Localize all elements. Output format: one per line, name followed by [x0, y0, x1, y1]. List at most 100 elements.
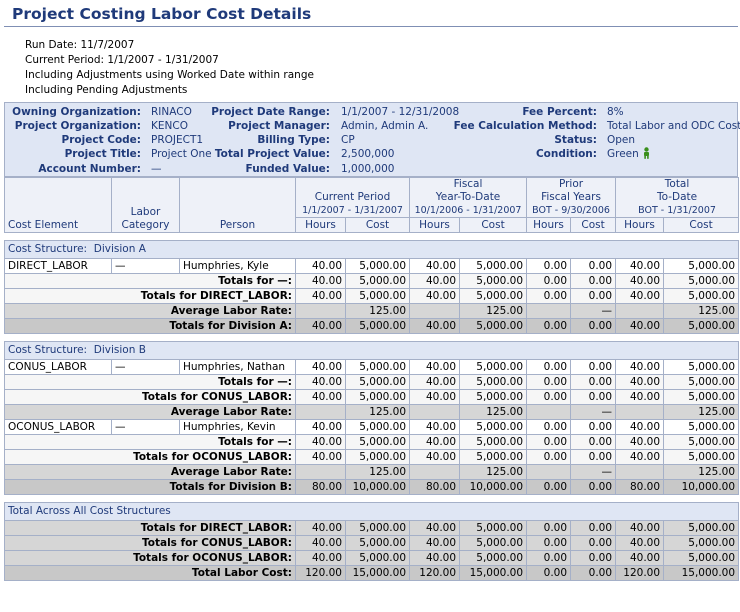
table-cell: 40.00 [409, 389, 461, 405]
fee-percent-label: Fee Percent: [522, 106, 597, 118]
table-cell: 5,000.00 [459, 550, 528, 566]
table-cell: 40.00 [409, 449, 461, 465]
overall-totals-row: Totals for OCONUS_LABOR: 40.00 5,000.00 40.… [4, 550, 740, 566]
table-cell: 125.00 [459, 464, 528, 480]
table-cell: 40.00 [409, 273, 461, 289]
table-cell: 5,000.00 [344, 434, 411, 450]
table-cell: 5,000.00 [663, 434, 740, 450]
table-cell: 40.00 [409, 419, 461, 435]
overall-totals-row: Totals for DIRECT_LABOR: 40.00 5,000.00 40.… [4, 520, 740, 536]
table-cell: 40.00 [295, 359, 346, 375]
col-fiscal-ytd: Fiscal Year-To-Date 10/1/2006 - 1/31/2007 [409, 177, 528, 218]
table-cell: 125.00 [344, 303, 411, 319]
row-label: Average Labor Rate: [4, 303, 296, 319]
fee-method-value: Total Labor and ODC Cost [607, 120, 740, 132]
manager-label: Project Manager: [228, 120, 330, 132]
table-cell: 5,000.00 [344, 288, 411, 304]
col-cost: Cost [344, 217, 411, 233]
table-cell: 40.00 [409, 520, 461, 536]
table-cell: 0.00 [526, 479, 572, 495]
table-cell: 40.00 [615, 449, 665, 465]
table-cell: 5,000.00 [344, 318, 411, 334]
table-cell: 0.00 [570, 273, 617, 289]
table-cell: 5,000.00 [344, 449, 411, 465]
table-body: Cost Structure: Division A DIRECT_LABOR — H… [3, 232, 740, 581]
table-cell: 125.00 [459, 404, 528, 420]
division-totals-row: Totals for Division B: 80.00 10,000.00 80.0… [4, 479, 740, 495]
table-cell: 40.00 [615, 419, 665, 435]
table-cell: 0.00 [526, 535, 572, 551]
condition-label: Condition: [535, 148, 597, 160]
table-cell: 15,000.00 [663, 565, 740, 581]
row-label: Average Labor Rate: [4, 404, 296, 420]
table-cell: 5,000.00 [459, 535, 528, 551]
cost-element: CONUS_LABOR [4, 359, 112, 375]
row-label: Totals for OCONUS_LABOR: [4, 449, 296, 465]
date-range-value: 1/1/2007 - 12/31/2008 [341, 106, 460, 118]
table-cell: 5,000.00 [459, 419, 528, 435]
col-hours: Hours [526, 217, 572, 233]
col-hours: Hours [409, 217, 461, 233]
table-cell: 15,000.00 [459, 565, 528, 581]
col-cost: Cost [663, 217, 740, 233]
table-cell: 5,000.00 [344, 359, 411, 375]
person: Humphries, Kyle [179, 258, 296, 274]
table-cell: 15,000.00 [344, 565, 411, 581]
table-cell: 0.00 [526, 419, 572, 435]
table-cell: 5,000.00 [459, 318, 528, 334]
table-cell [615, 303, 665, 319]
table-cell [615, 464, 665, 480]
col-hours: Hours [295, 217, 346, 233]
table-cell: 40.00 [615, 389, 665, 405]
page-title: Project Costing Labor Cost Details [12, 5, 312, 23]
condition-text: Green [607, 148, 639, 160]
table-cell: 40.00 [295, 419, 346, 435]
billing-type-value: CP [341, 134, 355, 146]
table-cell: 40.00 [615, 288, 665, 304]
table-cell: 40.00 [615, 520, 665, 536]
table-cell: 80.00 [409, 479, 461, 495]
table-cell: 40.00 [615, 374, 665, 390]
table-cell: 5,000.00 [663, 318, 740, 334]
table-cell: 5,000.00 [344, 535, 411, 551]
table-cell [526, 464, 572, 480]
table-row: OCONUS_LABOR — Humphries, Kevin 40.00 5,000.… [4, 419, 740, 435]
table-cell: 0.00 [570, 258, 617, 274]
cost-element: DIRECT_LABOR [4, 258, 112, 274]
table-cell: 125.00 [663, 303, 740, 319]
funded-value-label: Funded Value: [245, 163, 330, 175]
table-cell: 40.00 [615, 258, 665, 274]
table-cell: 5,000.00 [663, 550, 740, 566]
table-cell: 40.00 [615, 535, 665, 551]
section-spacer [4, 232, 739, 241]
division-totals-row: Totals for Division A: 40.00 5,000.00 40.00… [4, 318, 740, 334]
row-label: Totals for DIRECT_LABOR: [4, 520, 296, 536]
row-label: Totals for CONUS_LABOR: [4, 535, 296, 551]
row-label: Totals for —: [4, 273, 296, 289]
col-cost: Cost [570, 217, 617, 233]
table-cell: 0.00 [570, 449, 617, 465]
table-cell: 80.00 [295, 479, 346, 495]
table-cell: 0.00 [570, 389, 617, 405]
table-cell [295, 464, 346, 480]
run-date: Run Date: 11/7/2007 [25, 39, 135, 51]
table-cell: 0.00 [526, 520, 572, 536]
table-cell: 5,000.00 [344, 273, 411, 289]
total-value-label: Total Project Value: [214, 148, 330, 160]
average-rate-row: Average Labor Rate: 125.00 125.00 — 125.00 [4, 464, 740, 480]
table-cell: 0.00 [570, 288, 617, 304]
table-cell: 40.00 [409, 434, 461, 450]
table-cell: 40.00 [295, 374, 346, 390]
table-cell [409, 404, 461, 420]
date-range-label: Project Date Range: [211, 106, 330, 118]
table-cell: 40.00 [295, 535, 346, 551]
table-cell: 40.00 [615, 550, 665, 566]
category-totals-row: Totals for —: 40.00 5,000.00 40.00 5,000.00 0… [4, 434, 740, 450]
table-cell: 125.00 [344, 464, 411, 480]
table-cell [409, 303, 461, 319]
table-cell: 5,000.00 [663, 273, 740, 289]
element-totals-row: Totals for OCONUS_LABOR: 40.00 5,000.00 40.… [4, 449, 740, 465]
table-cell: 5,000.00 [459, 359, 528, 375]
table-cell [526, 303, 572, 319]
table-cell: 5,000.00 [459, 434, 528, 450]
